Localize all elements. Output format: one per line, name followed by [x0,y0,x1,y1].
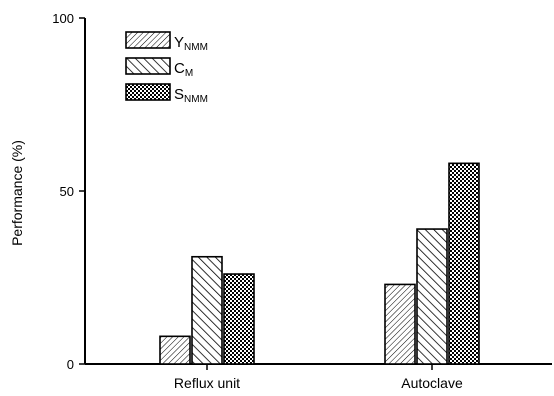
y-tick-label: 50 [60,184,74,199]
legend-label: CM [174,60,193,79]
legend-swatch [125,31,171,49]
legend-swatch [125,83,171,101]
legend-label: SNMM [174,86,208,105]
legend-label-main: S [174,86,184,103]
y-axis-title: Performance (%) [9,140,25,246]
bar-y-autoclave [384,283,416,365]
legend-label: YNMM [174,34,208,53]
bars [159,162,480,365]
y-tick-label: 0 [67,357,74,372]
legend-label-subscript: M [185,68,193,79]
bar-s-autoclave [448,162,480,365]
bar-y-reflux-unit [159,335,191,365]
legend-label-subscript: NMM [184,94,208,105]
x-tick-label: Reflux unit [174,375,240,391]
legend-label-main: Y [174,34,184,51]
x-tick-label: Autoclave [401,375,463,391]
x-axis: Reflux unit Autoclave [174,364,463,391]
legend-label-subscript: NMM [184,42,208,53]
bar-c-autoclave [416,228,448,365]
y-tick-label: 100 [52,11,74,26]
legend-swatch [125,57,171,75]
y-axis: 0 50 100 [52,11,85,372]
bar-s-reflux-unit [223,273,255,365]
legend-label-main: C [174,60,185,77]
bar-c-reflux-unit [191,255,223,365]
